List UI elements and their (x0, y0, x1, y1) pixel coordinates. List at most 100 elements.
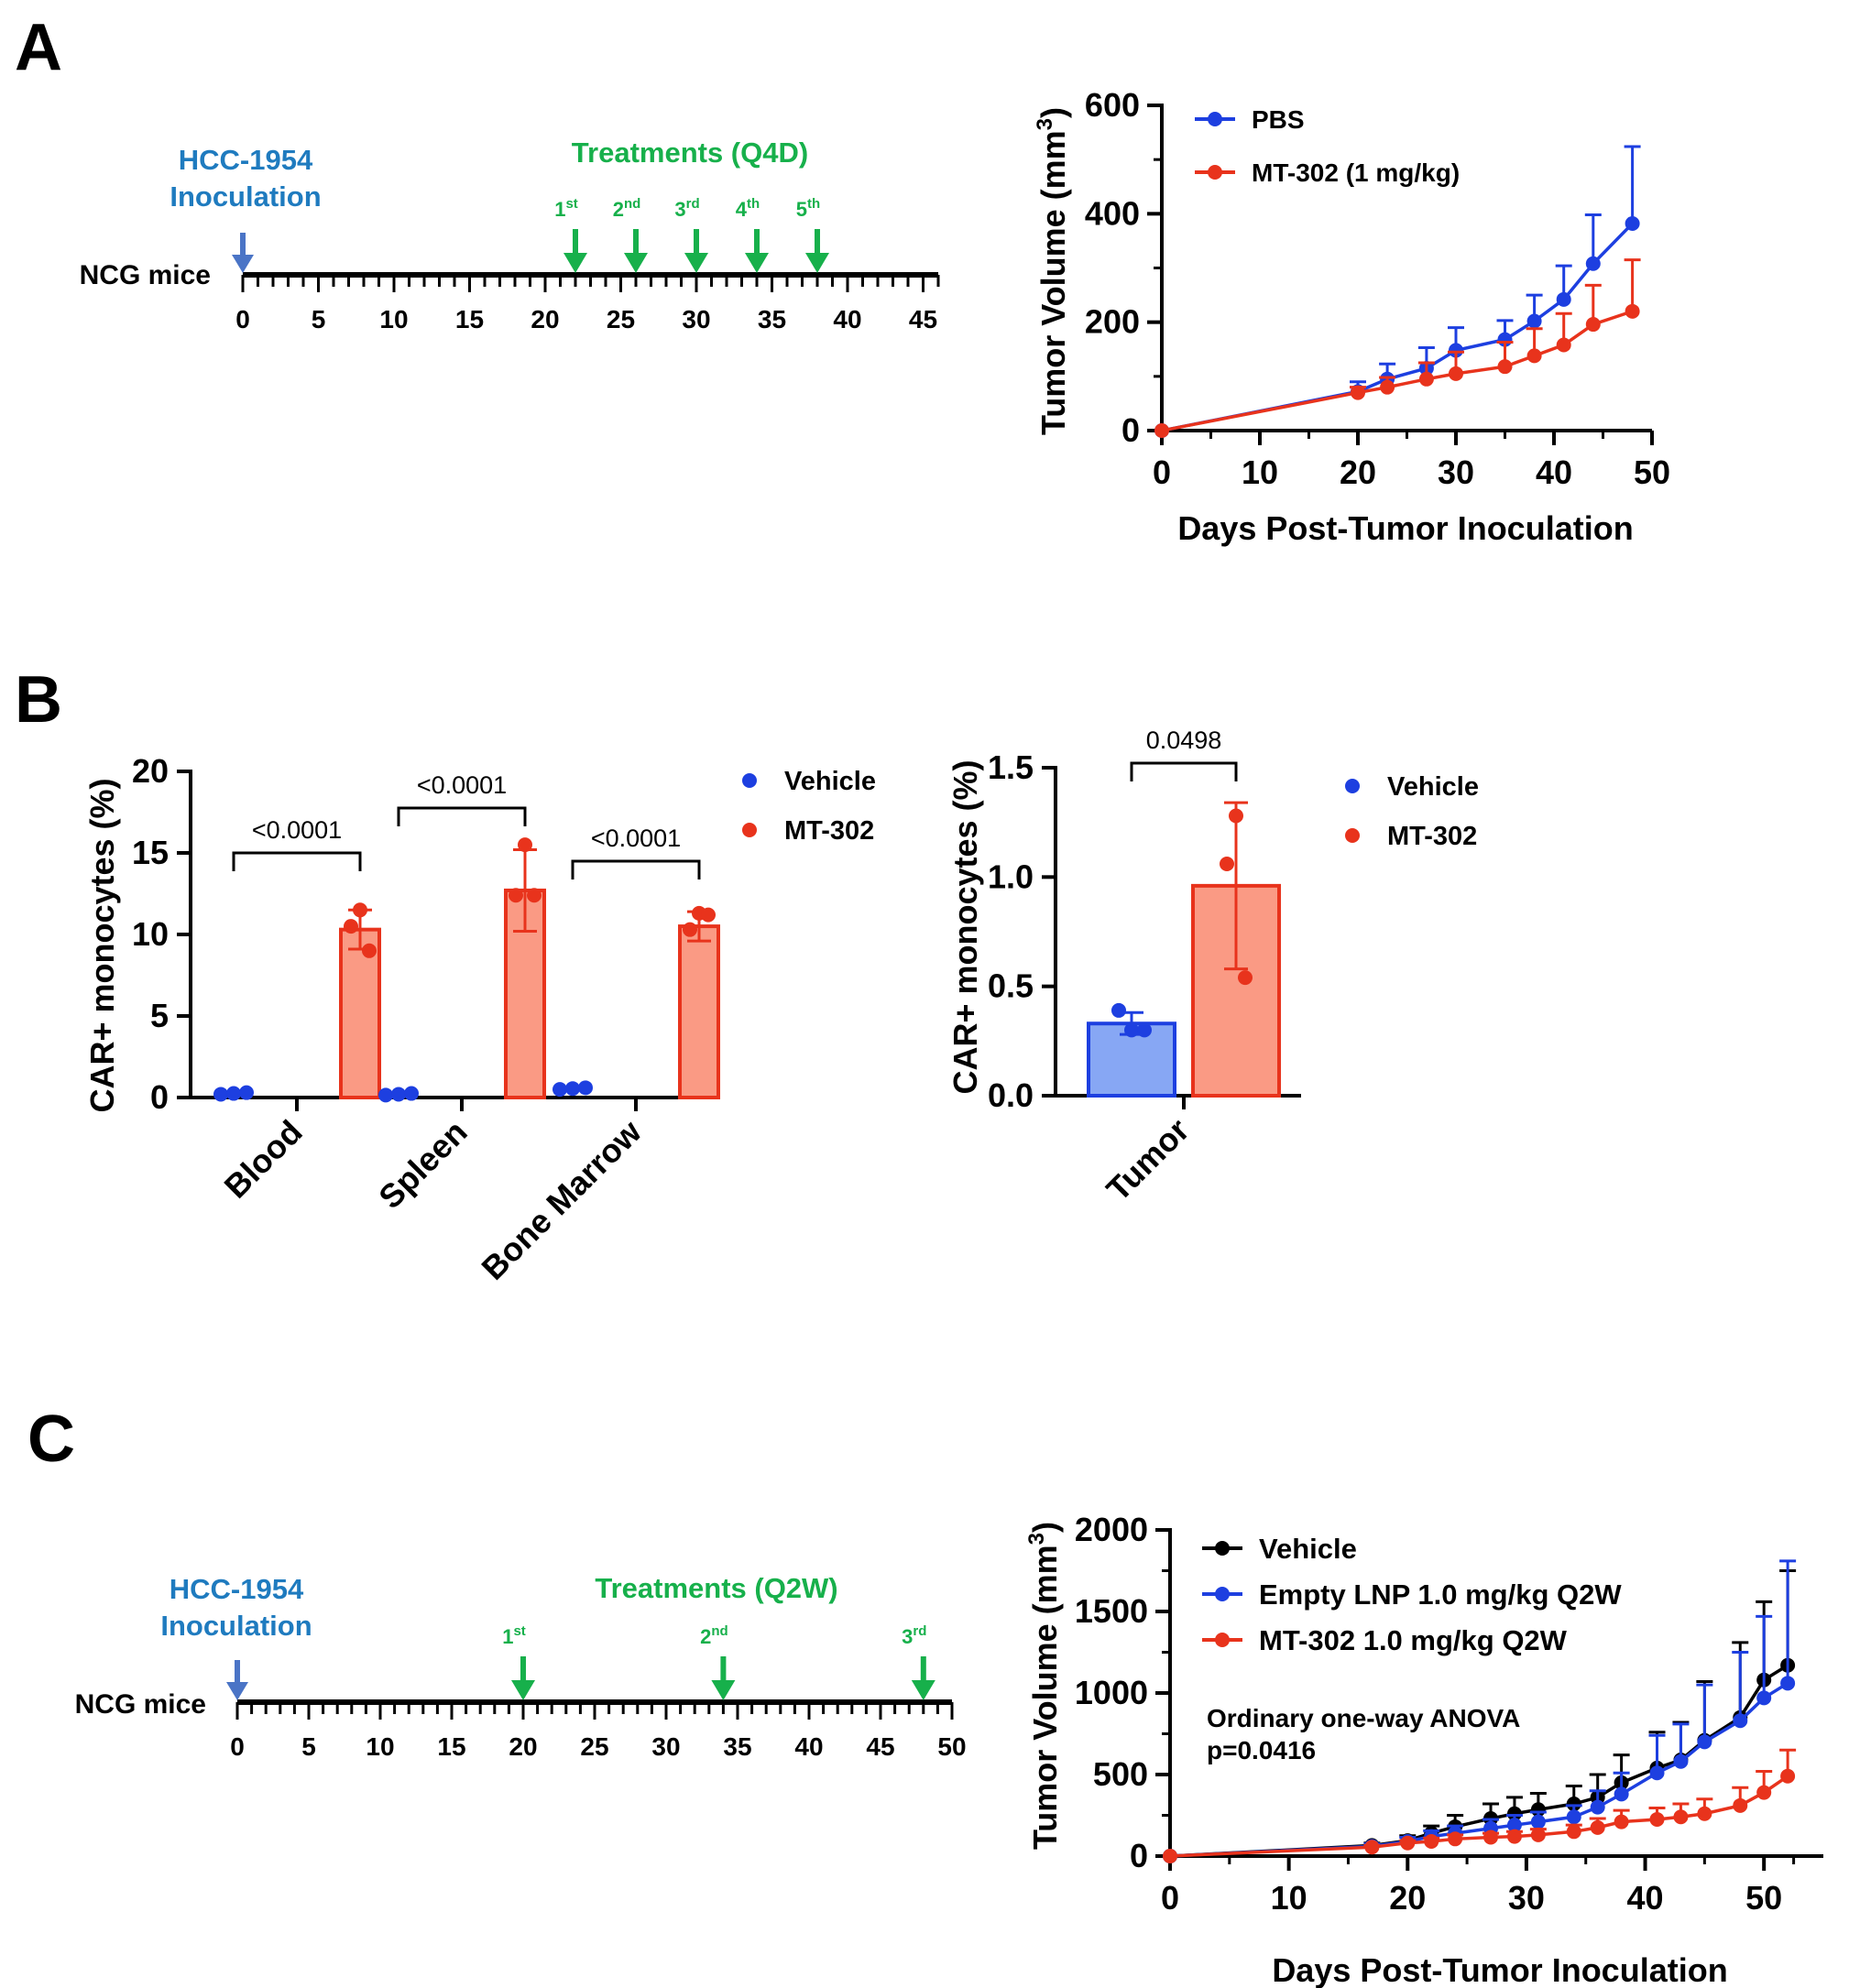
dose-arrow-head (711, 1680, 736, 1700)
y-tick-label: 500 (1093, 1755, 1148, 1793)
chart-b-tissues: CAR+ monocytes (%) 0 5 10 15 20 Blood <0.0001 S… (83, 752, 876, 1287)
chart-c-annotation-line2: p=0.0416 (1207, 1736, 1316, 1764)
chart-a-ylabel-main: Tumor Volume (mm (1034, 130, 1072, 435)
dose-number: 4 (736, 198, 748, 221)
chart-a-legend: PBS MT-302 (1 mg/kg) (1195, 105, 1460, 187)
data-point (1566, 1797, 1581, 1812)
chart-b1-ylabel: CAR+ monocytes (%) (83, 778, 121, 1112)
dose-ordinal: st (565, 196, 577, 212)
chart-c-ylabel-sup: 3 (1024, 1533, 1049, 1545)
category-label: Tumor (1099, 1111, 1196, 1208)
y-tick-label: 0.0 (988, 1076, 1034, 1114)
timeline-tick-label: 45 (866, 1732, 894, 1761)
chart-b1-plot: 0 5 10 15 20 Blood <0.0001 Spleen <0.0001 Bone Ma… (132, 752, 720, 1287)
data-point (1526, 313, 1542, 329)
dose-number: 5 (796, 198, 807, 221)
x-tick-label: 20 (1389, 1879, 1426, 1917)
series-1 (1154, 258, 1641, 438)
x-tick-label: 0 (1161, 1879, 1179, 1917)
dose-arrow-head (805, 253, 829, 273)
mt302-point (353, 902, 367, 918)
legend-label: PBS (1252, 105, 1305, 134)
timeline-c: NCG mice HCC-1954 Inoculation Treatments… (75, 1572, 967, 1761)
vehicle-point (378, 1087, 393, 1103)
data-point (1625, 303, 1640, 319)
y-tick-label: 10 (132, 915, 169, 953)
inoculation-arrow-head (232, 255, 254, 273)
data-point (1649, 1811, 1665, 1827)
data-point (1506, 1806, 1522, 1821)
timeline-a-inoculation-line2: Inoculation (170, 180, 321, 213)
data-point (1590, 1799, 1605, 1815)
chart-b2-ylabel: CAR+ monocytes (%) (946, 759, 984, 1094)
chart-c-ylabel-end: ) (1026, 1522, 1064, 1533)
timeline-tick-label: 50 (937, 1732, 966, 1761)
data-point (1530, 1827, 1546, 1842)
timeline-tick-label: 15 (455, 305, 484, 333)
data-point (1556, 337, 1571, 353)
timeline-tick-label: 30 (682, 305, 710, 333)
timeline-tick-label: 40 (833, 305, 861, 333)
vehicle-point (578, 1080, 593, 1096)
timeline-a-inoculation-line1: HCC-1954 (179, 144, 313, 176)
x-tick-label: 20 (1340, 453, 1376, 491)
dose-label: 1st (554, 196, 578, 221)
significance-bracket (397, 806, 527, 826)
legend-marker (1215, 1633, 1230, 1647)
p-value-label: 0.0498 (1146, 726, 1222, 754)
mt302-point (1220, 857, 1234, 872)
timeline-tick-label: 10 (366, 1732, 394, 1761)
significance-bracket (571, 859, 701, 879)
mt302-point (527, 888, 542, 903)
data-point (1733, 1713, 1748, 1729)
timeline-tick-label: 5 (301, 1732, 316, 1761)
legend-marker (1345, 779, 1360, 793)
chart-a-plot: 0 200 400 600 0 10 20 30 40 50 (1085, 86, 1670, 491)
x-tick-label: 40 (1536, 453, 1572, 491)
dose-ordinal: st (513, 1623, 525, 1639)
dose-label: 4th (736, 196, 760, 221)
mt302-bar (678, 924, 720, 1099)
dose-ordinal: rd (686, 196, 700, 212)
series-line (1161, 310, 1634, 432)
vehicle-point (391, 1087, 406, 1102)
mt302-point (344, 919, 358, 934)
dose-number: 3 (902, 1625, 913, 1648)
dose-arrow-head (624, 253, 648, 273)
timeline-a: NCG mice HCC-1954 Inoculation Treatments… (80, 137, 940, 333)
timeline-c-axis: 0 5 10 15 20 25 30 35 40 45 50 1st 2nd 3rd (226, 1623, 967, 1761)
legend-marker (1208, 112, 1222, 126)
x-tick-label: 40 (1627, 1879, 1664, 1917)
timeline-tick-label: 15 (437, 1732, 465, 1761)
chart-b2-legend: Vehicle MT-302 (1345, 772, 1479, 851)
dose-label: 3rd (674, 196, 699, 221)
data-point (1448, 1831, 1463, 1847)
timeline-tick-label: 35 (723, 1732, 751, 1761)
chart-a-xlabel: Days Post-Tumor Inoculation (1177, 509, 1633, 547)
data-point (1506, 1829, 1522, 1844)
data-point (1526, 348, 1542, 364)
chart-c-ylabel-main: Tumor Volume (mm (1026, 1545, 1064, 1850)
data-point (1351, 385, 1365, 400)
chart-c-plot: 0 500 1000 1500 2000 0 10 20 30 40 50 (1075, 1511, 1823, 1917)
data-point (1697, 1806, 1712, 1821)
vehicle-point (239, 1085, 254, 1100)
legend-marker (742, 773, 757, 788)
legend-label: MT-302 (1 mg/kg) (1252, 158, 1460, 187)
panel-label-c: C (27, 1403, 75, 1476)
timeline-tick-label: 35 (758, 305, 786, 333)
data-point (1424, 1833, 1439, 1849)
chart-a-ylabel: Tumor Volume (mm3) (1033, 107, 1072, 435)
legend-marker (742, 823, 757, 837)
dose-arrow-head (684, 253, 708, 273)
timeline-tick-label: 20 (509, 1732, 537, 1761)
dose-number: 2 (613, 198, 624, 221)
legend-label: MT-302 1.0 mg/kg Q2W (1259, 1624, 1568, 1656)
chart-c-annotation-line1: Ordinary one-way ANOVA (1207, 1704, 1520, 1732)
vehicle-point (226, 1086, 241, 1101)
data-point (1530, 1814, 1546, 1830)
data-point (1449, 343, 1463, 358)
y-tick-label: 2000 (1075, 1511, 1148, 1548)
legend-marker (1215, 1587, 1230, 1601)
